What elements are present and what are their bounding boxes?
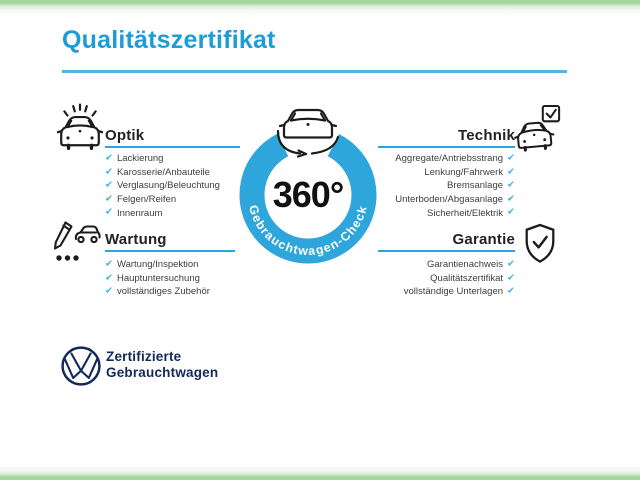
shield-check-icon xyxy=(521,222,559,266)
check-icon: ✔ xyxy=(105,166,113,178)
check-icon: ✔ xyxy=(507,206,515,218)
garantie-checklist: Garantienachweis ✔ Qualitätszertifikat ✔ v… xyxy=(404,258,515,299)
checklist-item-label: Unterboden/Abgasanlage xyxy=(395,194,504,206)
checklist-item-label: Wartung/Inspektion xyxy=(116,259,199,271)
checklist-item-label: Hauptuntersuchung xyxy=(116,272,200,284)
checklist-item: Garantienachweis ✔ xyxy=(404,258,515,272)
checklist-item: Bremsanlage ✔ xyxy=(395,179,515,193)
checklist-item-label: Aggregate/Antriebsstrang xyxy=(395,153,504,165)
section-heading-garantie: Garantie xyxy=(452,231,515,248)
vw-logo xyxy=(60,345,102,392)
footer-line1: Zertifizierte xyxy=(106,349,182,364)
check-icon: ✔ xyxy=(507,272,515,284)
technik-checklist: Aggregate/Antriebsstrang ✔ Lenkung/Fahrwe… xyxy=(395,152,515,220)
rotating-car-icon xyxy=(276,108,340,158)
checklist-item-label: Felgen/Reifen xyxy=(116,194,177,206)
optik-checklist: ✔ Lackierung ✔ Karosserie/Anbauteile ✔ Verg… xyxy=(105,152,220,220)
section-heading-optik: Optik xyxy=(105,127,145,144)
check-icon: ✔ xyxy=(105,206,113,218)
checklist-item: ✔ vollständiges Zubehör xyxy=(105,285,210,299)
check-icon: ✔ xyxy=(507,179,515,191)
car-checkbox-icon xyxy=(514,104,562,154)
footer-brand-text: Zertifizierte Gebrauchtwagen xyxy=(106,349,218,381)
checklist-item: ✔ Lackierung xyxy=(105,152,220,166)
optik-underline xyxy=(105,146,240,148)
check-icon: ✔ xyxy=(507,285,515,297)
checklist-item: Qualitätszertifikat ✔ xyxy=(404,272,515,286)
checklist-item-label: Lenkung/Fahrwerk xyxy=(424,166,504,178)
footer-line2: Gebrauchtwagen xyxy=(106,365,219,380)
checklist-item-label: Verglasung/Beleuchtung xyxy=(116,180,220,192)
checklist-item: ✔ Hauptuntersuchung xyxy=(105,272,210,286)
technik-underline xyxy=(378,146,515,148)
check-icon: ✔ xyxy=(507,193,515,205)
page-title: Qualitätszertifikat xyxy=(62,26,276,54)
check-icon: ✔ xyxy=(507,166,515,178)
checklist-item: Sicherheit/Elektrik ✔ xyxy=(395,206,515,220)
check-icon: ✔ xyxy=(507,258,515,270)
checklist-item-label: Garantienachweis xyxy=(426,259,504,271)
wartung-underline xyxy=(105,250,235,252)
checklist-item: vollständige Unterlagen ✔ xyxy=(404,285,515,299)
check-icon: ✔ xyxy=(105,193,113,205)
wartung-checklist: ✔ Wartung/Inspektion ✔ Hauptuntersuchung ✔… xyxy=(105,258,210,299)
degree-label: 360° xyxy=(273,174,343,215)
checklist-item-label: Qualitätszertifikat xyxy=(430,272,504,284)
checklist-item-label: Sicherheit/Elektrik xyxy=(427,207,504,219)
checklist-item: ✔ Verglasung/Beleuchtung xyxy=(105,179,220,193)
check-icon: ✔ xyxy=(105,179,113,191)
checklist-item: Aggregate/Antriebsstrang ✔ xyxy=(395,152,515,166)
green-border-bottom xyxy=(0,464,640,480)
shiny-car-icon xyxy=(56,103,104,151)
checklist-item-label: Bremsanlage xyxy=(447,180,504,192)
service-checklist-icon xyxy=(50,218,102,268)
checklist-item: ✔ Innenraum xyxy=(105,206,220,220)
check-icon: ✔ xyxy=(105,272,113,284)
checklist-item: ✔ Karosserie/Anbauteile xyxy=(105,166,220,180)
checklist-item: ✔ Felgen/Reifen xyxy=(105,193,220,207)
checklist-item-label: Lackierung xyxy=(116,153,164,165)
checklist-item-label: Innenraum xyxy=(116,207,163,219)
green-border-top xyxy=(0,0,640,16)
check-icon: ✔ xyxy=(105,258,113,270)
check-icon: ✔ xyxy=(507,152,515,164)
checklist-item: ✔ Wartung/Inspektion xyxy=(105,258,210,272)
section-heading-wartung: Wartung xyxy=(105,231,167,248)
title-divider xyxy=(62,70,567,73)
checklist-item-label: vollständiges Zubehör xyxy=(116,286,210,298)
checklist-item: Unterboden/Abgasanlage ✔ xyxy=(395,193,515,207)
check-icon: ✔ xyxy=(105,285,113,297)
checklist-item: Lenkung/Fahrwerk ✔ xyxy=(395,166,515,180)
checklist-item-label: Karosserie/Anbauteile xyxy=(116,166,210,178)
ring-shape xyxy=(239,133,377,264)
garantie-underline xyxy=(378,250,515,252)
section-heading-technik: Technik xyxy=(458,127,515,144)
checklist-item-label: vollständige Unterlagen xyxy=(403,286,504,298)
check-icon: ✔ xyxy=(105,152,113,164)
360-check-badge: Gebrauchtwagen-Check 360° xyxy=(228,95,388,280)
